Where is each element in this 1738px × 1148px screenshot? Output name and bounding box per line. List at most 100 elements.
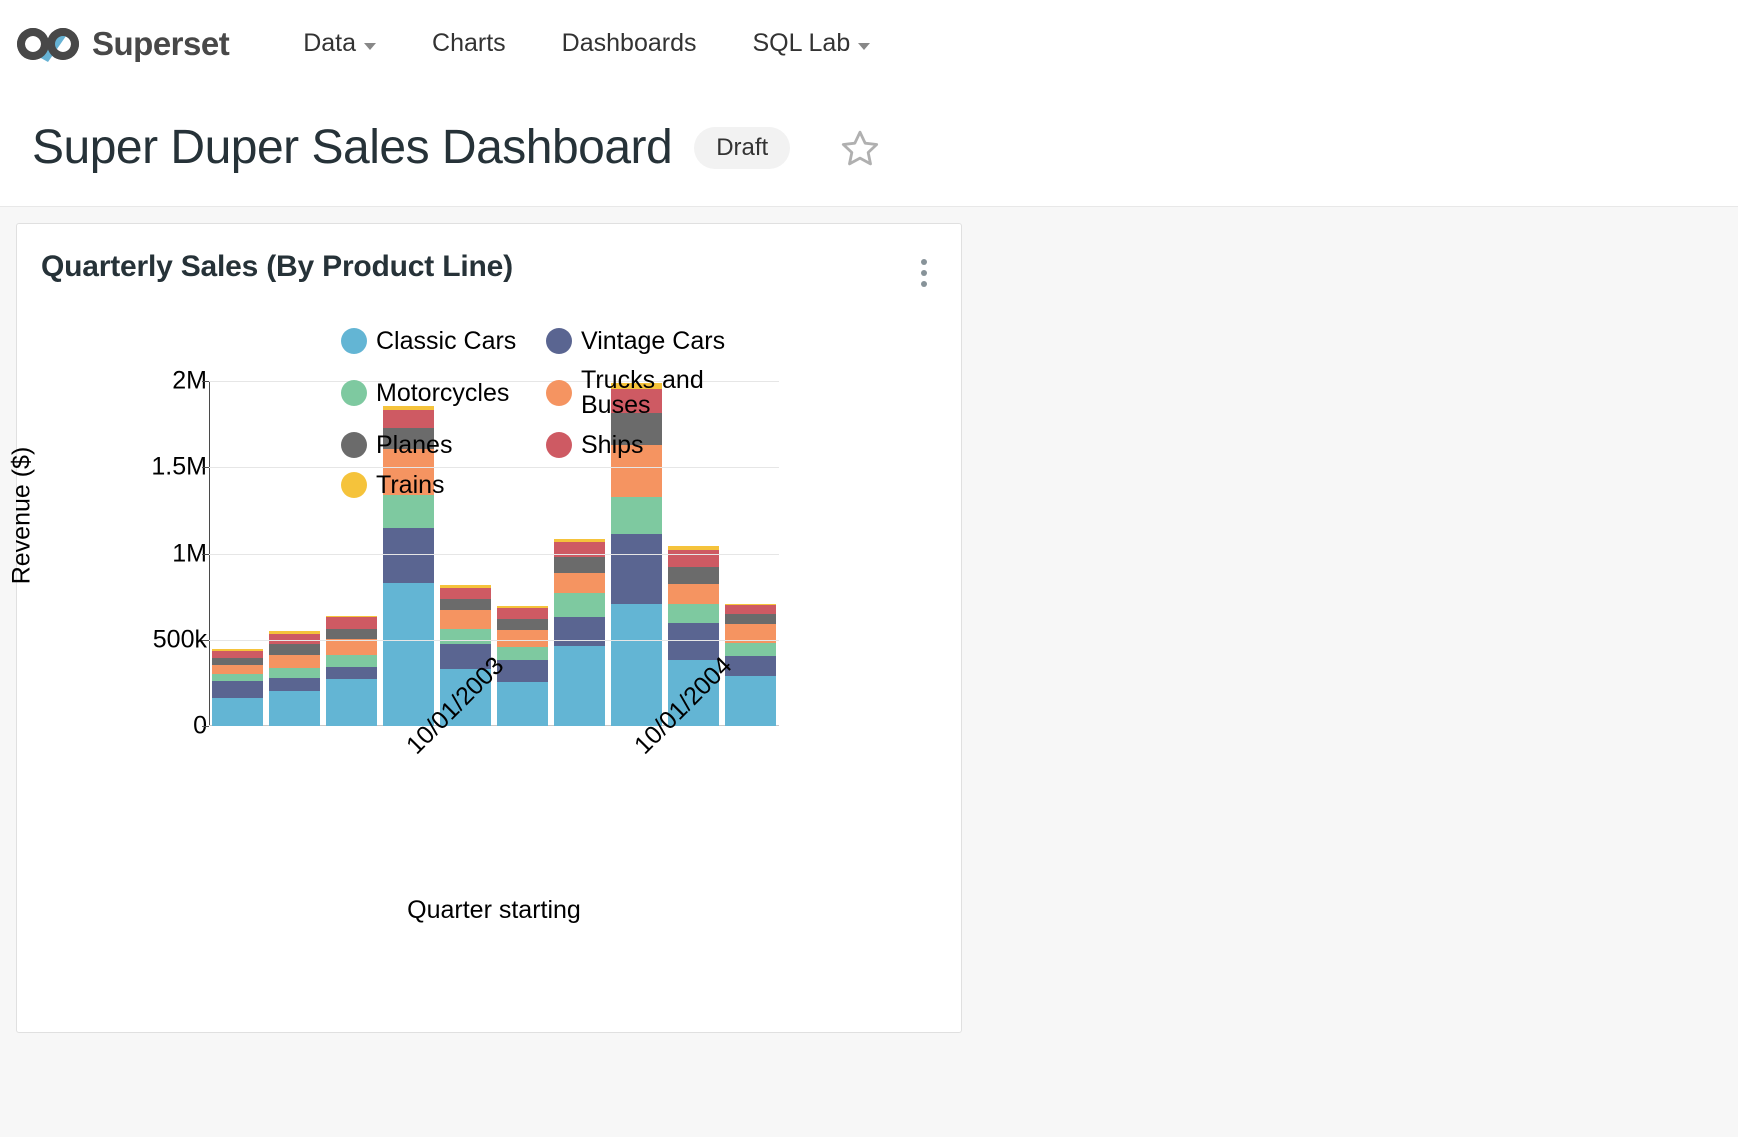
bar-segment-trucks-and-buses[interactable] — [269, 655, 320, 669]
bar-segment-planes[interactable] — [668, 567, 719, 584]
bar-segment-vintage-cars[interactable] — [725, 656, 776, 676]
bar-segment-motorcycles[interactable] — [326, 655, 377, 667]
legend-item-motorcycles[interactable]: Motorcycles — [341, 368, 546, 418]
bar-segment-motorcycles[interactable] — [269, 668, 320, 678]
bar-segment-trucks-and-buses[interactable] — [326, 638, 377, 656]
bar-segment-classic-cars[interactable] — [440, 669, 491, 726]
bar-segment-ships[interactable] — [212, 651, 263, 658]
bar-segment-classic-cars[interactable] — [497, 682, 548, 726]
bar-segment-motorcycles[interactable] — [440, 629, 491, 645]
bar-segment-planes[interactable] — [326, 629, 377, 639]
legend-item-ships[interactable]: Ships — [546, 432, 761, 458]
stacked-bar[interactable] — [269, 631, 320, 726]
bar-segment-vintage-cars[interactable] — [383, 527, 434, 583]
bar-segment-ships[interactable] — [497, 607, 548, 620]
bar-segment-trains[interactable] — [611, 382, 662, 389]
y-axis-tick-label: 0 — [193, 711, 207, 740]
grid-line — [209, 553, 779, 555]
bar-segment-motorcycles[interactable] — [668, 604, 719, 623]
page-title[interactable]: Super Duper Sales Dashboard — [32, 121, 673, 174]
legend-item-planes[interactable]: Planes — [341, 432, 546, 458]
legend-item-trains[interactable]: Trains — [341, 472, 546, 498]
superset-infinity-logo-icon — [17, 27, 79, 62]
bar-segment-classic-cars[interactable] — [212, 697, 263, 726]
bar-segment-motorcycles[interactable] — [212, 674, 263, 682]
bar-segment-classic-cars[interactable] — [326, 678, 377, 726]
bar-segment-trains[interactable] — [269, 631, 320, 634]
stacked-bar[interactable] — [326, 615, 377, 726]
bar-segment-classic-cars[interactable] — [668, 659, 719, 726]
nav-item-sql-lab[interactable]: SQL Lab — [724, 19, 898, 68]
nav-item-charts[interactable]: Charts — [404, 19, 534, 68]
bar-segment-trucks-and-buses[interactable] — [611, 444, 662, 497]
bar-segment-vintage-cars[interactable] — [611, 533, 662, 605]
bar-segment-trains[interactable] — [554, 538, 605, 543]
bar-segment-vintage-cars[interactable] — [326, 666, 377, 679]
nav-item-dashboards[interactable]: Dashboards — [534, 19, 725, 68]
bar-segment-trains[interactable] — [440, 585, 491, 589]
bar-segment-trucks-and-buses[interactable] — [668, 583, 719, 605]
bar-segment-vintage-cars[interactable] — [269, 677, 320, 691]
bar-segment-ships[interactable] — [326, 617, 377, 630]
bar-segment-planes[interactable] — [554, 557, 605, 574]
bar-segment-trains[interactable] — [668, 545, 719, 551]
bar-segment-motorcycles[interactable] — [611, 496, 662, 534]
bar-segment-ships[interactable] — [440, 588, 491, 600]
bar-segment-trains[interactable] — [497, 606, 548, 608]
bar-segment-ships[interactable] — [554, 542, 605, 557]
legend-label: Vintage Cars — [581, 326, 726, 355]
bar-segment-classic-cars[interactable] — [383, 582, 434, 726]
bar-segment-trucks-and-buses[interactable] — [497, 630, 548, 647]
bar-segment-vintage-cars[interactable] — [554, 617, 605, 646]
bar-segment-ships[interactable] — [725, 605, 776, 614]
bar-segment-classic-cars[interactable] — [611, 604, 662, 726]
stacked-bar[interactable] — [611, 382, 662, 726]
bar-segment-motorcycles[interactable] — [554, 593, 605, 618]
bar-segment-trucks-and-buses[interactable] — [554, 573, 605, 594]
bar-segment-trains[interactable] — [212, 649, 263, 652]
bar-segment-planes[interactable] — [212, 657, 263, 665]
bar-segment-classic-cars[interactable] — [269, 690, 320, 726]
bar-segment-vintage-cars[interactable] — [497, 659, 548, 683]
bar-segment-planes[interactable] — [611, 412, 662, 445]
brand-logo-link[interactable]: Superset — [14, 24, 230, 64]
legend-label: Classic Cars — [376, 326, 517, 355]
legend-item-vintage-cars[interactable]: Vintage Cars — [546, 328, 761, 354]
status-badge[interactable]: Draft — [694, 127, 791, 169]
bar-segment-motorcycles[interactable] — [725, 643, 776, 657]
favorite-star-icon[interactable] — [840, 128, 880, 168]
bar-segment-trains[interactable] — [326, 615, 377, 618]
nav-item-data[interactable]: Data — [275, 19, 404, 68]
bar-segment-planes[interactable] — [269, 644, 320, 656]
more-vertical-icon[interactable] — [911, 250, 937, 296]
bar-segment-classic-cars[interactable] — [554, 645, 605, 726]
bar-segment-trucks-and-buses[interactable] — [212, 664, 263, 675]
bar-segment-trains[interactable] — [383, 406, 434, 411]
bar-segment-motorcycles[interactable] — [383, 494, 434, 528]
stacked-bar[interactable] — [497, 606, 548, 726]
stacked-bar[interactable] — [725, 603, 776, 726]
bar-segment-ships[interactable] — [383, 410, 434, 429]
stacked-bar[interactable] — [554, 538, 605, 726]
bar-segment-ships[interactable] — [269, 633, 320, 645]
bar-segment-ships[interactable] — [611, 388, 662, 413]
bar-segment-planes[interactable] — [725, 613, 776, 625]
bar-segment-motorcycles[interactable] — [497, 646, 548, 660]
legend-item-trucks-and-buses[interactable]: Trucks and Buses — [546, 368, 761, 418]
stacked-bar[interactable] — [383, 406, 434, 726]
bar-segment-classic-cars[interactable] — [725, 675, 776, 726]
stacked-bar[interactable] — [212, 649, 263, 726]
bar-segment-vintage-cars[interactable] — [668, 622, 719, 660]
legend-item-classic-cars[interactable]: Classic Cars — [341, 328, 546, 354]
bar-segment-planes[interactable] — [383, 428, 434, 450]
legend-label: Planes — [376, 430, 453, 459]
bar-segment-vintage-cars[interactable] — [440, 644, 491, 670]
bar-segment-planes[interactable] — [440, 599, 491, 611]
bar-segment-planes[interactable] — [497, 619, 548, 631]
bar-segment-trucks-and-buses[interactable] — [383, 449, 434, 495]
bar-segment-trucks-and-buses[interactable] — [440, 610, 491, 630]
bar-segment-vintage-cars[interactable] — [212, 681, 263, 698]
bar-segment-trucks-and-buses[interactable] — [725, 624, 776, 644]
bar-segment-trains[interactable] — [725, 603, 776, 606]
chart-title: Quarterly Sales (By Product Line) — [41, 250, 513, 283]
